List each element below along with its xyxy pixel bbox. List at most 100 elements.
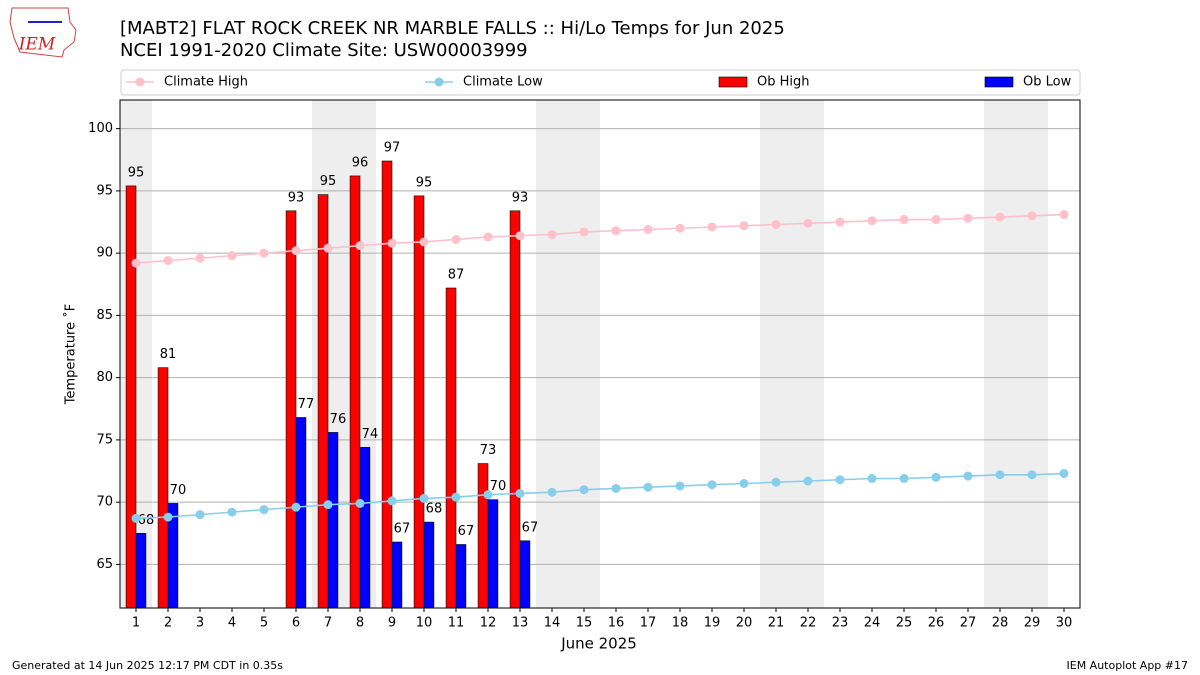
x-tick-label: 16 — [608, 616, 625, 631]
bar — [391, 541, 403, 609]
marker — [643, 482, 653, 492]
marker — [387, 496, 397, 506]
marker — [1059, 210, 1069, 220]
x-tick-label: 21 — [768, 616, 785, 631]
y-axis-label: Temperature ˚F — [63, 304, 79, 405]
x-tick-label: 20 — [736, 616, 753, 631]
marker — [835, 217, 845, 227]
marker — [483, 490, 493, 500]
x-tick-label: 6 — [292, 616, 300, 631]
marker — [707, 480, 717, 490]
data-label: 68 — [138, 513, 155, 528]
shade-band — [536, 100, 600, 608]
x-tick-label: 9 — [388, 616, 396, 631]
x-tick-label: 27 — [960, 616, 977, 631]
x-tick-label: 14 — [544, 616, 561, 631]
marker — [419, 237, 429, 247]
marker — [259, 505, 269, 515]
x-tick-label: 18 — [672, 616, 689, 631]
data-label: 74 — [362, 427, 379, 442]
line — [135, 472, 1065, 520]
marker — [963, 471, 973, 481]
footer-right: IEM Autoplot App #17 — [1067, 659, 1189, 672]
x-tick-label: 19 — [704, 616, 721, 631]
bar — [487, 499, 499, 609]
bar — [477, 463, 489, 609]
marker — [579, 485, 589, 495]
data-label: 81 — [160, 347, 177, 362]
marker — [483, 232, 493, 242]
data-label: 73 — [480, 443, 497, 458]
x-tick-label: 12 — [480, 616, 497, 631]
marker — [835, 475, 845, 485]
y-tick-label: 65 — [96, 557, 113, 572]
marker — [163, 256, 173, 266]
marker — [739, 221, 749, 231]
footer-left: Generated at 14 Jun 2025 12:17 PM CDT in… — [12, 659, 283, 672]
y-tick-label: 70 — [96, 495, 113, 510]
data-label: 77 — [298, 397, 315, 412]
marker — [323, 243, 333, 253]
x-tick-label: 15 — [576, 616, 593, 631]
marker — [899, 474, 909, 484]
bar — [519, 540, 531, 609]
data-label: 95 — [416, 175, 433, 190]
bar — [359, 447, 371, 609]
logo-text: IEM — [18, 35, 56, 55]
bar — [423, 521, 435, 609]
x-tick-label: 30 — [1056, 616, 1073, 631]
marker — [1027, 211, 1037, 221]
bar — [125, 185, 137, 609]
data-label: 87 — [448, 268, 465, 283]
x-tick-label: 17 — [640, 616, 657, 631]
bar — [157, 367, 169, 609]
bar — [349, 175, 361, 609]
x-tick-label: 28 — [992, 616, 1009, 631]
marker — [963, 213, 973, 223]
bar — [327, 432, 339, 609]
x-tick-label: 10 — [416, 616, 433, 631]
marker — [867, 474, 877, 484]
bar — [413, 195, 425, 609]
marker — [547, 229, 557, 239]
data-label: 93 — [512, 190, 529, 205]
marker — [451, 234, 461, 244]
y-tick-label: 80 — [96, 370, 113, 385]
marker — [131, 513, 141, 523]
marker — [323, 500, 333, 510]
marker — [1059, 469, 1069, 479]
x-tick-label: 4 — [228, 616, 236, 631]
x-tick-label: 26 — [928, 616, 945, 631]
x-tick-label: 29 — [1024, 616, 1041, 631]
x-tick-label: 7 — [324, 616, 332, 631]
data-label: 93 — [288, 190, 305, 205]
marker — [675, 223, 685, 233]
bar — [445, 287, 457, 609]
marker — [259, 248, 269, 258]
marker — [1027, 470, 1037, 480]
bar — [455, 544, 467, 609]
marker — [547, 487, 557, 497]
shade-band — [760, 100, 824, 608]
marker — [227, 251, 237, 261]
legend-swatch — [984, 76, 1014, 88]
chart-subtitle: NCEI 1991-2020 Climate Site: USW00003999 — [120, 40, 528, 61]
marker — [995, 470, 1005, 480]
x-tick-label: 2 — [164, 616, 172, 631]
marker — [227, 507, 237, 517]
x-axis-label: June 2025 — [560, 635, 637, 653]
y-tick-label: 90 — [96, 246, 113, 261]
bar — [317, 194, 329, 609]
marker — [163, 512, 173, 522]
legend — [120, 69, 1081, 96]
x-tick-label: 5 — [260, 616, 268, 631]
data-label: 70 — [490, 479, 507, 494]
bar — [509, 210, 521, 609]
legend-label: Climate Low — [463, 75, 543, 90]
marker — [419, 493, 429, 503]
data-label: 70 — [170, 483, 187, 498]
marker — [291, 502, 301, 512]
x-tick-label: 25 — [896, 616, 913, 631]
marker — [995, 212, 1005, 222]
marker — [195, 253, 205, 263]
